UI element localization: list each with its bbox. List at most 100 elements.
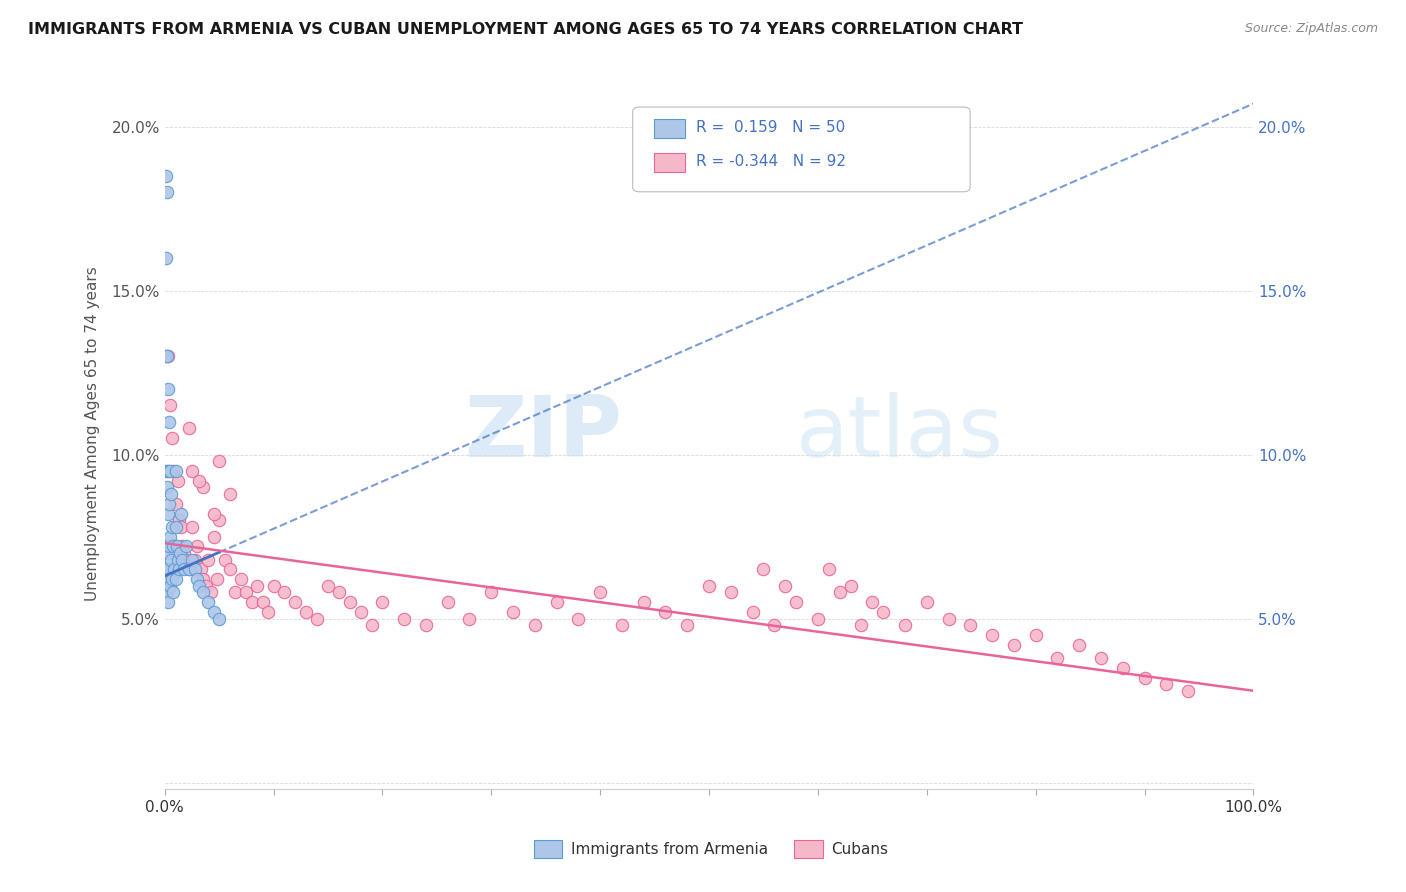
- Point: [458, 611, 481, 625]
- Point: [157, 497, 180, 511]
- Point: [872, 605, 894, 619]
- Point: [163, 562, 186, 576]
- Point: [938, 611, 960, 625]
- Point: [208, 611, 231, 625]
- Point: [176, 552, 198, 566]
- Point: [160, 552, 183, 566]
- Point: [205, 572, 228, 586]
- Point: [167, 562, 190, 576]
- Point: [328, 585, 350, 599]
- Point: [169, 546, 191, 560]
- Point: [415, 618, 437, 632]
- Point: [165, 464, 187, 478]
- Point: [159, 579, 181, 593]
- Point: [763, 618, 786, 632]
- Point: [156, 464, 179, 478]
- Point: [959, 618, 981, 632]
- Point: [165, 520, 187, 534]
- Point: [188, 579, 211, 593]
- Text: R =  0.159   N = 50: R = 0.159 N = 50: [696, 120, 845, 135]
- Text: R = -0.344   N = 92: R = -0.344 N = 92: [696, 154, 846, 169]
- Point: [807, 611, 830, 625]
- Point: [155, 562, 177, 576]
- Point: [177, 562, 200, 576]
- Point: [229, 572, 252, 586]
- Point: [166, 552, 188, 566]
- Point: [785, 595, 807, 609]
- Point: [156, 382, 179, 396]
- Point: [610, 618, 633, 632]
- Point: [177, 421, 200, 435]
- Point: [202, 605, 225, 619]
- Point: [155, 349, 177, 363]
- Point: [173, 546, 195, 560]
- Point: [156, 186, 179, 200]
- Point: [208, 513, 231, 527]
- Point: [156, 507, 179, 521]
- Text: ZIP: ZIP: [464, 392, 621, 475]
- Point: [165, 497, 187, 511]
- Text: Immigrants from Armenia: Immigrants from Armenia: [571, 842, 768, 856]
- Point: [257, 605, 280, 619]
- Text: Cubans: Cubans: [831, 842, 889, 856]
- Point: [589, 585, 612, 599]
- Point: [167, 513, 190, 527]
- Point: [208, 454, 231, 468]
- Point: [170, 507, 193, 521]
- Point: [186, 572, 208, 586]
- Point: [200, 585, 222, 599]
- Point: [177, 562, 200, 576]
- Point: [166, 540, 188, 554]
- Point: [159, 398, 181, 412]
- Point: [502, 605, 524, 619]
- Point: [371, 595, 394, 609]
- Point: [155, 464, 177, 478]
- Point: [246, 579, 269, 593]
- Point: [156, 540, 179, 554]
- Y-axis label: Unemployment Among Ages 65 to 74 years: Unemployment Among Ages 65 to 74 years: [86, 266, 100, 600]
- Point: [360, 618, 382, 632]
- Point: [162, 572, 184, 586]
- Point: [157, 572, 180, 586]
- Point: [697, 579, 720, 593]
- Point: [190, 562, 212, 576]
- Point: [184, 562, 207, 576]
- Point: [195, 579, 218, 593]
- Point: [162, 464, 184, 478]
- Point: [436, 595, 458, 609]
- Point: [157, 540, 180, 554]
- Point: [1177, 683, 1199, 698]
- Point: [160, 487, 183, 501]
- Point: [162, 540, 184, 554]
- Point: [170, 552, 193, 566]
- Point: [839, 579, 862, 593]
- Point: [860, 595, 883, 609]
- Point: [186, 540, 208, 554]
- Point: [1046, 651, 1069, 665]
- Point: [817, 562, 839, 576]
- Point: [156, 480, 179, 494]
- Point: [156, 349, 179, 363]
- Point: [197, 595, 219, 609]
- Point: [156, 585, 179, 599]
- Point: [981, 628, 1004, 642]
- Point: [752, 562, 775, 576]
- Point: [219, 487, 242, 501]
- Point: [173, 562, 195, 576]
- Point: [307, 611, 329, 625]
- Point: [654, 605, 676, 619]
- Point: [180, 552, 202, 566]
- Point: [165, 572, 187, 586]
- Point: [156, 349, 179, 363]
- Point: [720, 585, 742, 599]
- Point: [523, 618, 546, 632]
- Text: Source: ZipAtlas.com: Source: ZipAtlas.com: [1244, 22, 1378, 36]
- Point: [191, 572, 214, 586]
- Point: [316, 579, 339, 593]
- Point: [197, 552, 219, 566]
- Point: [214, 552, 236, 566]
- Point: [567, 611, 589, 625]
- Point: [1112, 661, 1135, 675]
- Point: [773, 579, 796, 593]
- Point: [162, 520, 184, 534]
